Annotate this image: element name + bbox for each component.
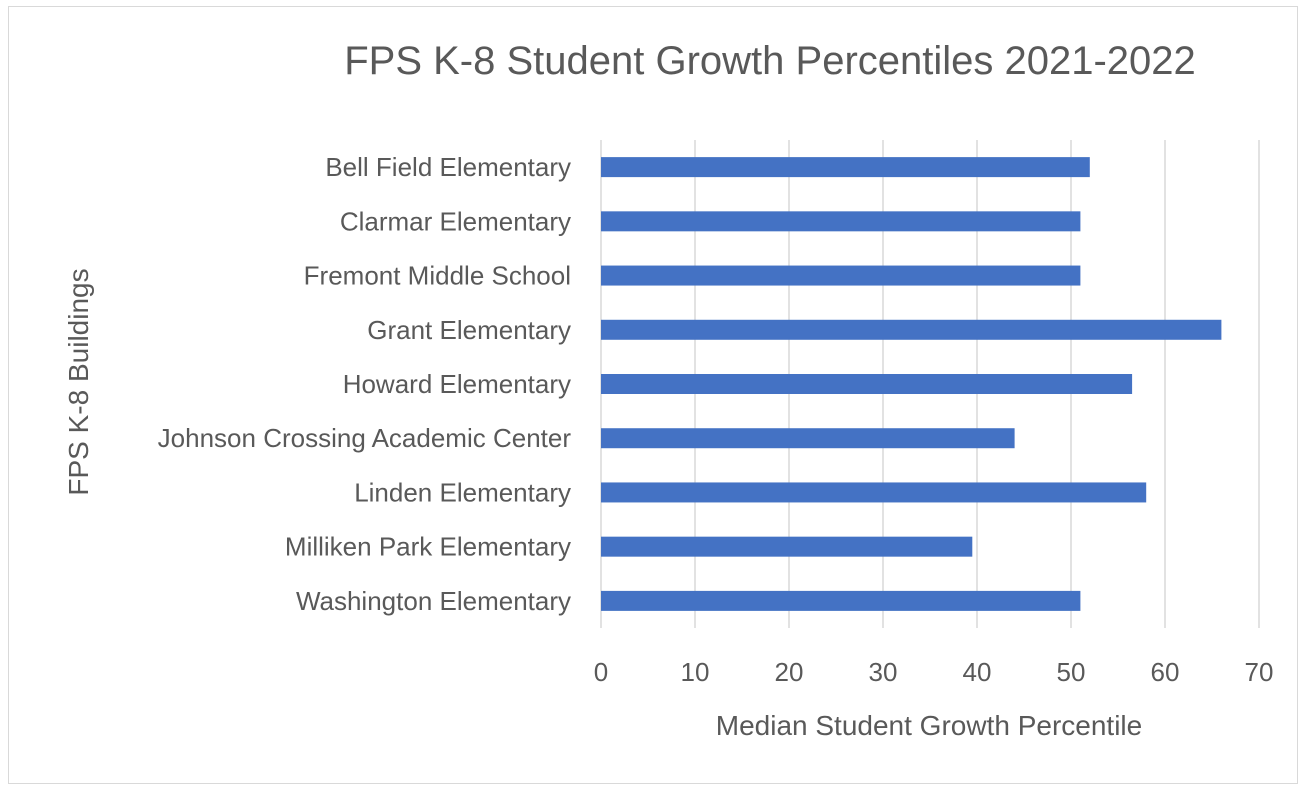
x-tick-label: 40: [963, 657, 992, 687]
category-label: Linden Elementary: [354, 477, 571, 507]
x-axis-label: Median Student Growth Percentile: [716, 710, 1142, 741]
bar: [601, 157, 1090, 178]
category-label: Johnson Crossing Academic Center: [158, 423, 572, 453]
category-label: Bell Field Elementary: [325, 152, 571, 182]
chart-frame: [8, 6, 1298, 784]
category-labels: Bell Field Elementary Clarmar Elementary F…: [158, 152, 572, 616]
bar: [601, 536, 973, 557]
bar: [601, 482, 1147, 503]
category-label: Clarmar Elementary: [340, 206, 571, 236]
y-axis-label: FPS K-8 Buildings: [63, 268, 94, 495]
x-tick-label: 70: [1245, 657, 1274, 687]
chart-title: FPS K-8 Student Growth Percentiles 2021-…: [344, 39, 1196, 83]
x-tick-label: 50: [1057, 657, 1086, 687]
bar: [601, 428, 1015, 449]
category-label: Fremont Middle School: [304, 261, 571, 291]
x-tick-label: 30: [869, 657, 898, 687]
bar: [601, 319, 1222, 340]
bar: [601, 590, 1081, 611]
x-tick-label: 60: [1151, 657, 1180, 687]
bars: [601, 157, 1222, 611]
x-tick-label: 0: [594, 657, 608, 687]
category-label: Washington Elementary: [296, 586, 571, 616]
bar: [601, 211, 1081, 232]
category-label: Grant Elementary: [367, 315, 571, 345]
category-label: Milliken Park Elementary: [285, 532, 571, 562]
x-tick-label: 20: [775, 657, 804, 687]
bar: [601, 374, 1133, 394]
category-label: Howard Elementary: [343, 369, 571, 399]
x-tick-label: 10: [681, 657, 710, 687]
x-tick-labels: 0 10 20 30 40 50 60 70: [594, 657, 1274, 687]
bar: [601, 265, 1081, 286]
